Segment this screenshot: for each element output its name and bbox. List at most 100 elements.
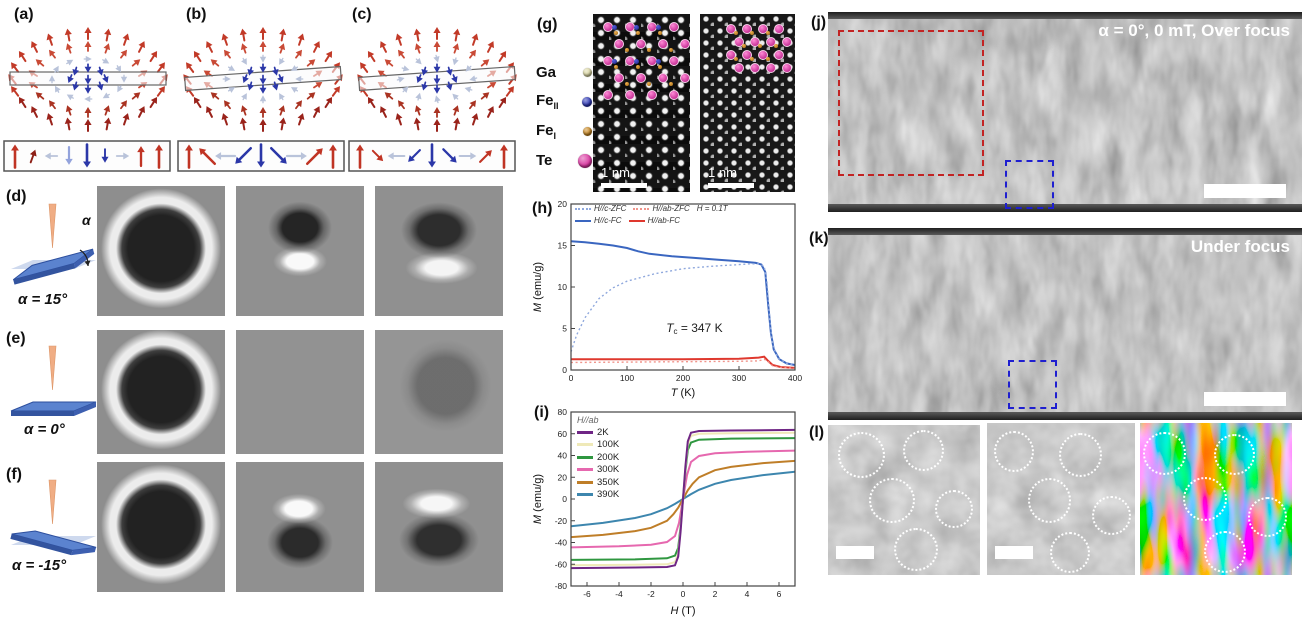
spin-arrow <box>415 57 422 65</box>
series-line-2K <box>571 428 795 570</box>
x-tick-label: 400 <box>788 373 802 383</box>
spin-arrow <box>65 146 73 165</box>
path-shape <box>193 50 201 58</box>
path-shape <box>415 57 422 65</box>
panel-label-k: (k) <box>809 230 829 247</box>
fe1-atom-marker <box>625 47 629 52</box>
fe2-atom-marker <box>612 25 617 30</box>
legend-line-sample <box>575 207 591 210</box>
spin-arrow <box>433 84 441 94</box>
skyrmion-image-underfocus <box>987 423 1135 575</box>
panel-label-e: (e) <box>6 330 26 347</box>
legend-item: H//c-ZFC <box>575 204 626 213</box>
legend-label: 200K <box>597 451 620 463</box>
fe1-atom-marker <box>625 81 629 86</box>
spin-arrow <box>469 75 478 82</box>
legend-item: 200K <box>577 451 619 464</box>
path-shape <box>96 83 104 91</box>
ltem-sim-image-ring-dark <box>97 462 225 592</box>
spin-arrow <box>235 146 253 164</box>
spin-arrow <box>48 100 56 110</box>
chart-mh: -6 -4 -2 0 2 4 6 -80 -60 -40 -20 0 20 40 60 80 H (T) M (e… <box>531 402 807 618</box>
path-shape <box>186 62 193 70</box>
tilt-schematic-e <box>10 345 97 416</box>
y-tick-label: 80 <box>558 407 568 417</box>
spin-arrow <box>434 95 441 104</box>
spin-arrow <box>156 62 165 73</box>
path-shape <box>259 41 267 47</box>
spin-arrow <box>306 92 316 100</box>
path-shape <box>397 100 405 108</box>
ltem-image-row-d <box>97 186 507 316</box>
spin-arrow <box>279 117 287 131</box>
spin-arrow <box>433 74 441 85</box>
spin-arrow <box>115 65 122 73</box>
fe2-atom-marker <box>634 59 639 64</box>
atom-label: FeII <box>536 92 559 111</box>
tilted-plate <box>10 401 97 416</box>
te-atom-marker <box>636 39 646 49</box>
spin-arrow <box>18 50 27 63</box>
te-atom-marker <box>742 24 752 34</box>
path-shape <box>259 87 267 94</box>
path-shape <box>206 41 213 49</box>
y-axis-label: M (emu/g) <box>532 262 544 312</box>
path-shape <box>31 41 38 49</box>
path-shape <box>64 28 72 36</box>
skyrmion-dotted-circle <box>1183 476 1228 522</box>
chart-h: 0 100 200 300 400 0 5 10 15 20 T (K) M (emu/g) Tc = … <box>532 199 802 399</box>
path-shape <box>185 144 193 151</box>
path-shape <box>290 87 298 93</box>
path-shape <box>380 41 387 49</box>
spin-arrow <box>479 150 492 163</box>
path-shape <box>295 49 303 57</box>
ltem-sim-image-ring-dark <box>97 330 225 454</box>
spin-arrow <box>241 93 247 101</box>
series-line-H//ab-ZFC <box>571 358 795 369</box>
path-shape <box>279 156 287 164</box>
legend-item: 2K <box>577 426 619 439</box>
spin-arrow <box>138 41 145 53</box>
skyrmion-dotted-circle <box>894 527 939 572</box>
spin-arrow <box>279 28 287 42</box>
te-atom-marker <box>726 50 736 60</box>
spin-arrow <box>221 113 229 126</box>
path-shape <box>313 41 320 49</box>
spin-arrow <box>84 63 92 73</box>
path-shape <box>239 28 247 36</box>
legend-title: H//ab <box>577 415 599 425</box>
path-shape <box>482 59 490 66</box>
spin-arrow <box>64 28 72 42</box>
legend-label: 390K <box>597 489 620 501</box>
legend-line-sample <box>577 480 593 484</box>
panel-label-d: (d) <box>6 188 27 205</box>
skyrmion-dotted-circle <box>1092 495 1131 536</box>
fe1-atom-marker <box>636 30 640 35</box>
line-shape <box>479 151 491 163</box>
line-shape <box>305 149 322 166</box>
path-shape <box>433 41 441 47</box>
fe1-atom-marker <box>766 56 770 61</box>
te-atom-marker <box>742 50 752 60</box>
te-atom-marker <box>782 37 792 47</box>
te-atom-marker <box>680 39 690 49</box>
scale-bar-label: 1 nm <box>601 165 630 180</box>
spin-arrow <box>295 100 303 110</box>
spin-arrow <box>84 107 92 118</box>
tspan-shape: c <box>674 327 678 336</box>
spin-arrow <box>313 41 320 53</box>
path-shape <box>120 49 128 57</box>
ltem-sim-image-dark-top-bright-bottom <box>236 186 364 316</box>
spin-arrow <box>240 43 248 54</box>
path-shape <box>384 59 392 66</box>
x-tick-label: -6 <box>583 589 591 599</box>
spin-arrow <box>223 100 231 110</box>
fe2-atom-marker <box>656 25 661 30</box>
spin-arrow <box>84 27 92 40</box>
skyrmion-dotted-circle <box>1203 530 1247 574</box>
spin-arrow <box>259 95 267 104</box>
te-atom-marker <box>766 37 776 47</box>
path-shape <box>395 113 403 121</box>
spin-arrow <box>452 57 459 66</box>
